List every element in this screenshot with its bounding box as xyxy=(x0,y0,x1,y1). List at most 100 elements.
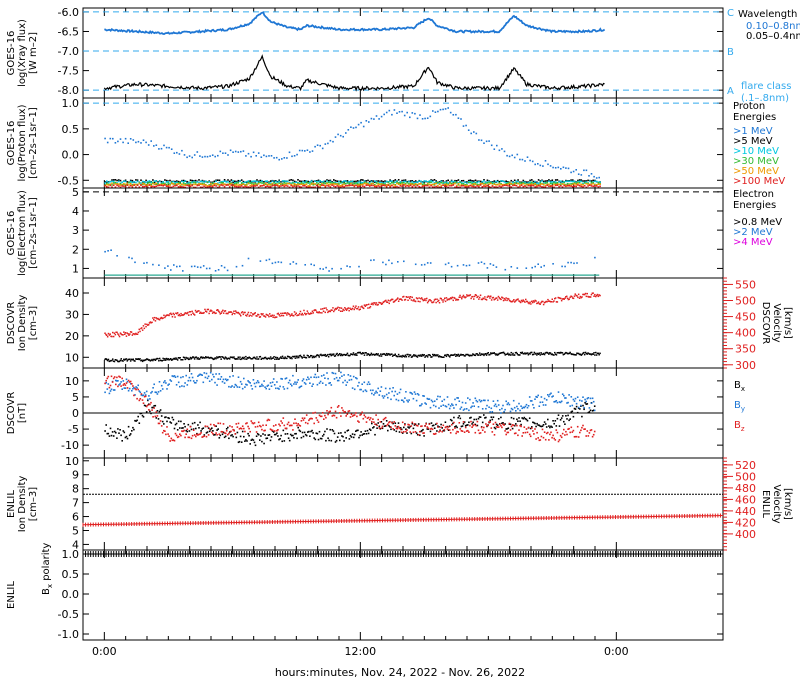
data-point xyxy=(352,180,354,182)
data-point xyxy=(256,315,258,317)
data-point xyxy=(169,440,171,442)
data-point xyxy=(573,298,575,300)
data-point xyxy=(415,301,417,303)
data-point xyxy=(179,185,181,187)
data-point xyxy=(358,266,360,268)
data-point xyxy=(390,426,392,428)
data-point xyxy=(437,111,439,113)
data-point xyxy=(393,184,395,186)
data-point xyxy=(222,152,224,154)
data-point xyxy=(536,184,538,186)
data-point xyxy=(511,266,513,268)
data-point xyxy=(249,185,251,187)
legend-entry: By xyxy=(734,400,745,413)
data-point xyxy=(163,315,165,317)
data-point xyxy=(313,376,315,378)
data-point xyxy=(463,295,465,297)
data-point xyxy=(321,181,323,183)
data-point xyxy=(447,107,449,109)
data-point xyxy=(529,160,531,162)
data-point xyxy=(187,357,189,359)
data-point xyxy=(286,428,288,430)
data-point xyxy=(321,438,323,440)
data-point xyxy=(219,180,221,182)
data-point xyxy=(356,378,358,380)
data-point xyxy=(222,185,224,187)
data-point xyxy=(534,352,536,354)
data-point xyxy=(131,331,133,333)
data-point xyxy=(143,416,145,418)
data-point xyxy=(238,184,240,186)
data-point xyxy=(286,314,288,316)
data-point xyxy=(540,439,542,441)
data-point xyxy=(430,182,432,184)
data-point xyxy=(473,183,475,185)
data-point xyxy=(488,352,490,354)
data-point xyxy=(224,186,226,188)
data-point xyxy=(593,434,595,436)
data-point xyxy=(576,406,578,408)
data-point xyxy=(407,354,409,356)
data-point xyxy=(417,185,419,187)
data-point xyxy=(312,150,314,152)
data-point xyxy=(149,180,151,182)
data-point xyxy=(277,185,279,187)
data-point xyxy=(591,180,593,182)
data-point xyxy=(569,418,571,420)
data-point xyxy=(516,185,518,187)
data-point xyxy=(223,379,225,381)
data-point xyxy=(311,355,313,357)
data-point xyxy=(505,434,507,436)
data-point xyxy=(566,434,568,436)
data-point xyxy=(361,412,363,414)
data-point xyxy=(290,315,292,317)
data-point xyxy=(249,182,251,184)
data-point xyxy=(535,353,537,355)
data-point xyxy=(232,151,234,153)
data-point xyxy=(388,182,390,184)
data-point xyxy=(283,430,285,432)
data-point xyxy=(552,420,554,422)
y-axis-title-right: [km/s] xyxy=(782,488,793,520)
data-point xyxy=(550,181,552,183)
data-point xyxy=(435,406,437,408)
data-point xyxy=(137,181,139,183)
data-point xyxy=(242,311,244,313)
data-point xyxy=(589,184,591,186)
data-point xyxy=(388,184,390,186)
data-point xyxy=(172,316,174,318)
data-point xyxy=(373,426,375,428)
data-point xyxy=(316,417,318,419)
data-point xyxy=(144,186,146,188)
data-point xyxy=(322,148,324,150)
data-point xyxy=(374,302,376,304)
data-point xyxy=(586,296,588,298)
data-point xyxy=(271,385,273,387)
data-point xyxy=(386,184,388,186)
data-point xyxy=(512,428,514,430)
data-point xyxy=(354,414,356,416)
data-point xyxy=(188,424,190,426)
data-point xyxy=(387,397,389,399)
data-point xyxy=(411,425,413,427)
data-point xyxy=(398,422,400,424)
data-point xyxy=(267,315,269,317)
data-point xyxy=(311,385,313,387)
data-point xyxy=(110,185,112,187)
data-point xyxy=(215,432,217,434)
data-point xyxy=(579,181,581,183)
data-point xyxy=(218,269,220,271)
data-point xyxy=(553,300,555,302)
data-point xyxy=(236,385,238,387)
data-point xyxy=(296,184,298,186)
data-point xyxy=(262,425,264,427)
data-point xyxy=(429,182,431,184)
data-point xyxy=(305,383,307,385)
data-point xyxy=(188,380,190,382)
data-point xyxy=(398,179,400,181)
data-point xyxy=(480,184,482,186)
data-point xyxy=(527,301,529,303)
data-point xyxy=(510,429,512,431)
data-point xyxy=(538,301,540,303)
